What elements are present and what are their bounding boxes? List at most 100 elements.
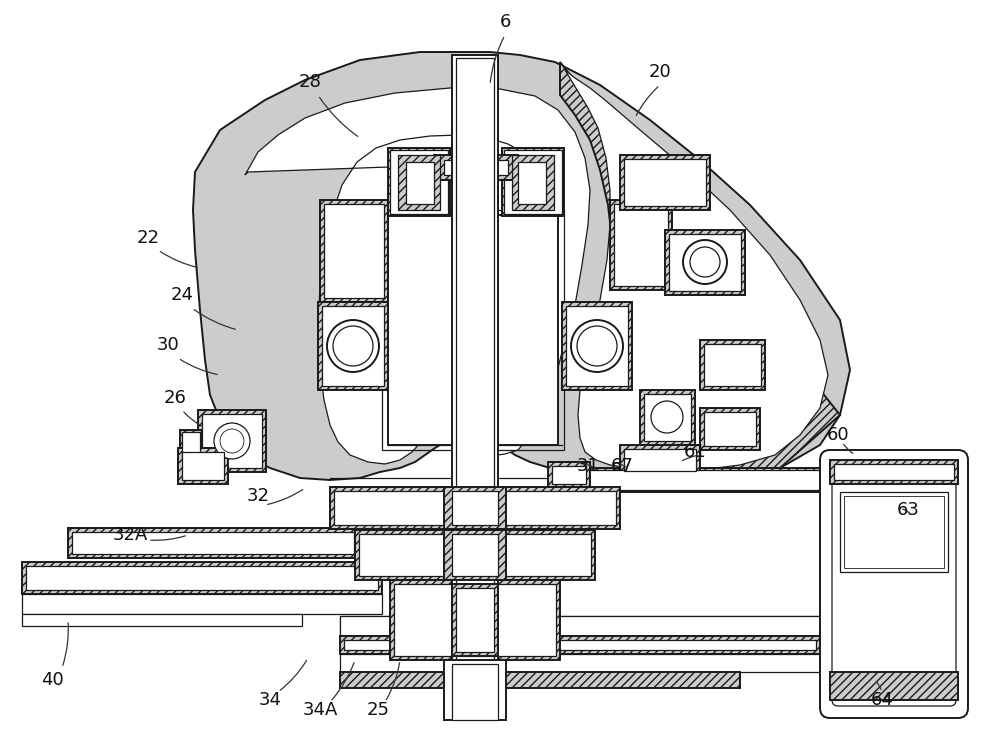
Bar (444, 660, 506, 720)
Bar (388, 148, 450, 216)
Bar (624, 159, 706, 206)
FancyBboxPatch shape (832, 462, 956, 706)
Bar (452, 584, 498, 656)
Text: 61: 61 (684, 443, 706, 461)
Bar (700, 340, 765, 390)
Bar (68, 528, 358, 558)
Bar (182, 432, 200, 458)
Bar (614, 204, 668, 286)
Bar (390, 150, 448, 214)
Bar (452, 664, 498, 720)
Bar (322, 306, 384, 386)
Circle shape (651, 401, 683, 433)
Bar (562, 302, 632, 390)
Bar (700, 408, 760, 450)
Bar (620, 155, 710, 210)
Bar (318, 302, 388, 390)
Bar (180, 430, 202, 460)
Text: 32A: 32A (112, 526, 148, 544)
Bar (330, 487, 620, 529)
Bar (22, 594, 382, 614)
Text: 63: 63 (897, 501, 919, 519)
Bar (398, 155, 440, 210)
Bar (444, 530, 506, 580)
Text: 67: 67 (611, 457, 633, 475)
FancyBboxPatch shape (820, 450, 968, 718)
Circle shape (327, 320, 379, 372)
Text: 40: 40 (41, 671, 63, 689)
Text: 28: 28 (299, 73, 321, 91)
Bar (444, 160, 508, 175)
Bar (406, 162, 434, 204)
Bar (704, 344, 761, 386)
Polygon shape (560, 62, 840, 480)
Bar (202, 414, 262, 468)
Circle shape (220, 429, 244, 453)
Bar (340, 616, 900, 636)
Circle shape (333, 326, 373, 366)
Bar (502, 148, 564, 216)
Bar (548, 462, 590, 488)
Bar (554, 470, 920, 490)
Bar (444, 487, 506, 529)
Text: 34A: 34A (302, 701, 338, 719)
Bar (456, 58, 494, 694)
Bar (830, 460, 958, 484)
Circle shape (683, 240, 727, 284)
Bar (344, 640, 816, 650)
Text: 31: 31 (577, 457, 599, 475)
Text: 60: 60 (827, 426, 849, 444)
Bar (394, 584, 556, 656)
Bar (504, 150, 562, 214)
Polygon shape (245, 88, 590, 464)
Bar (624, 449, 696, 471)
Text: 64: 64 (871, 691, 893, 709)
Bar (640, 390, 695, 445)
Bar (456, 588, 494, 652)
Polygon shape (340, 616, 830, 636)
Bar (644, 394, 691, 441)
Bar (452, 534, 498, 576)
Polygon shape (193, 52, 850, 480)
Bar (840, 492, 948, 572)
Bar (340, 672, 740, 688)
Bar (434, 155, 518, 180)
Circle shape (571, 320, 623, 372)
Bar (382, 210, 564, 450)
Bar (552, 466, 586, 484)
Bar (512, 155, 554, 210)
Bar (390, 580, 560, 660)
Text: 22: 22 (136, 229, 160, 247)
Bar (610, 200, 672, 290)
Bar (620, 445, 700, 475)
Bar (830, 672, 958, 700)
Circle shape (577, 326, 617, 366)
Bar (324, 204, 384, 298)
Text: 34: 34 (258, 691, 282, 709)
Circle shape (690, 247, 720, 277)
Text: 32: 32 (246, 487, 270, 505)
Bar (844, 496, 944, 568)
Bar (518, 162, 546, 204)
Bar (834, 464, 954, 480)
Text: 20: 20 (649, 63, 671, 81)
Text: 24: 24 (170, 286, 194, 304)
Bar (178, 448, 228, 484)
Bar (182, 452, 224, 480)
Bar (550, 468, 920, 492)
Bar (665, 230, 745, 295)
Bar (320, 200, 388, 302)
Bar (22, 562, 382, 594)
Bar (340, 636, 820, 654)
Bar (26, 566, 378, 590)
Polygon shape (565, 70, 828, 470)
Circle shape (214, 423, 250, 459)
Bar (452, 55, 498, 695)
Bar (355, 530, 595, 580)
Text: 30: 30 (157, 336, 179, 354)
Bar (198, 410, 266, 472)
Bar (566, 306, 628, 386)
Bar (72, 532, 354, 554)
Bar (359, 534, 591, 576)
Bar (334, 491, 616, 525)
